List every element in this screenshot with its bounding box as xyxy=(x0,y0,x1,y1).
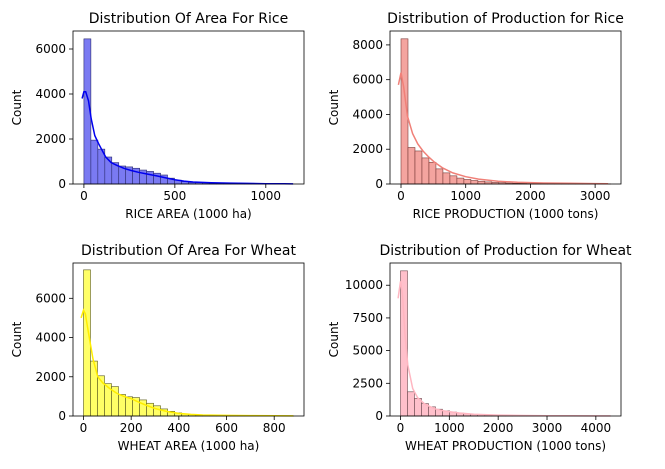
histogram-bar xyxy=(463,179,472,185)
histogram-bar xyxy=(449,175,458,185)
x-tick-label: 0 xyxy=(80,421,88,435)
x-tick-label: 1000 xyxy=(434,421,465,435)
y-tick-label: 7500 xyxy=(352,311,383,325)
histogram-bar xyxy=(470,180,479,185)
chart-title-rice-production: Distribution of Production for Rice xyxy=(387,11,624,27)
histogram-bar xyxy=(421,157,430,185)
histogram-bar xyxy=(125,396,133,417)
chart-title-wheat-production: Distribution of Production for Wheat xyxy=(379,243,632,259)
x-tick-label: 3000 xyxy=(532,421,563,435)
kde-line-wheat-area xyxy=(80,308,294,417)
y-tick-label: 6000 xyxy=(35,42,66,56)
y-tick-label: 5000 xyxy=(352,344,383,358)
y-axis-label-rice-production: Count xyxy=(327,89,341,125)
kde-line-rice-area xyxy=(81,91,294,185)
y-tick-label: 6000 xyxy=(35,291,66,305)
y-ticks-wheat-area: 0 2000 4000 6000 xyxy=(35,291,73,423)
x-tick-label: 0 xyxy=(397,421,405,435)
histogram-bar xyxy=(118,394,126,417)
panel-rice-area: 0 500 1000 0 2000 4000 6000 Distribution Of A… xyxy=(10,11,305,221)
histogram-bar xyxy=(104,156,113,185)
x-tick-label: 2000 xyxy=(483,421,514,435)
panel-rice-production: 0 1000 2000 3000 0 2000 4000 6000 8000 Distribu… xyxy=(327,11,624,221)
y-tick-label: 4000 xyxy=(35,331,66,345)
y-tick-label: 0 xyxy=(58,409,66,423)
y-tick-label: 4000 xyxy=(352,107,383,121)
y-ticks-rice-production: 0 2000 4000 6000 8000 xyxy=(352,38,390,191)
histogram-bar xyxy=(442,172,451,185)
histogram-bar xyxy=(146,171,154,185)
x-tick-label: 400 xyxy=(167,421,190,435)
y-axis-label-wheat-area: Count xyxy=(10,321,24,357)
x-axis-label-rice-production: RICE PRODUCTION (1000 tons) xyxy=(413,207,599,221)
x-tick-label: 500 xyxy=(163,189,186,203)
y-tick-label: 2000 xyxy=(35,132,66,146)
y-tick-label: 2000 xyxy=(352,142,383,156)
x-ticks-rice-area: 0 500 1000 xyxy=(80,184,281,203)
panel-wheat-production: 0 1000 2000 3000 4000 0 2500 5000 7500 10000 Dis… xyxy=(327,243,632,453)
histogram-bar xyxy=(83,269,91,417)
y-tick-label: 0 xyxy=(375,177,383,191)
histogram-bar xyxy=(414,150,423,185)
y-tick-label: 2000 xyxy=(35,370,66,384)
x-tick-label: 3000 xyxy=(580,189,611,203)
y-ticks-rice-area: 0 2000 4000 6000 xyxy=(35,42,73,191)
y-tick-label: 6000 xyxy=(352,73,383,87)
x-ticks-wheat-area: 0 200 400 600 800 xyxy=(80,416,286,435)
histogram-bar xyxy=(428,161,437,185)
x-axis-label-wheat-production: WHEAT PRODUCTION (1000 tons) xyxy=(405,439,606,453)
x-ticks-wheat-production: 0 1000 2000 3000 4000 xyxy=(397,416,611,435)
y-tick-label: 10000 xyxy=(345,278,383,292)
histogram-bar xyxy=(435,168,444,185)
histogram-bar xyxy=(477,180,486,185)
x-tick-label: 0 xyxy=(397,189,405,203)
kde-line-rice-production xyxy=(397,72,609,185)
histogram-bar xyxy=(90,139,99,185)
plot-frame-rice-production xyxy=(389,30,622,185)
x-ticks-rice-production: 0 1000 2000 3000 xyxy=(397,184,610,203)
x-tick-label: 200 xyxy=(120,421,143,435)
y-axis-label-wheat-production: Count xyxy=(327,321,341,357)
histogram-bar xyxy=(153,405,161,417)
plot-frame-wheat-production xyxy=(389,262,622,417)
x-axis-label-wheat-area: WHEAT AREA (1000 ha) xyxy=(118,439,260,453)
chart-title-rice-area: Distribution Of Area For Rice xyxy=(89,11,288,27)
panel-wheat-area: 0 200 400 600 800 0 2000 4000 6000 Distribution… xyxy=(10,243,305,453)
plot-frame-wheat-area xyxy=(72,262,305,417)
x-tick-label: 600 xyxy=(215,421,238,435)
y-tick-label: 8000 xyxy=(352,38,383,52)
histogram-bar xyxy=(456,177,465,185)
histogram-bar xyxy=(407,147,416,185)
y-axis-label-rice-area: Count xyxy=(10,89,24,125)
y-ticks-wheat-production: 0 2500 5000 7500 10000 xyxy=(345,278,390,423)
y-tick-label: 2500 xyxy=(352,376,383,390)
x-tick-label: 1000 xyxy=(450,189,481,203)
x-tick-label: 0 xyxy=(80,189,88,203)
y-tick-label: 0 xyxy=(375,409,383,423)
chart-title-wheat-area: Distribution Of Area For Wheat xyxy=(81,243,296,259)
x-tick-label: 2000 xyxy=(515,189,546,203)
y-tick-label: 4000 xyxy=(35,87,66,101)
y-tick-label: 0 xyxy=(58,177,66,191)
x-tick-label: 1000 xyxy=(251,189,282,203)
histogram-bar xyxy=(407,391,415,417)
x-axis-label-rice-area: RICE AREA (1000 ha) xyxy=(125,207,251,221)
plot-frame-rice-area xyxy=(72,30,305,185)
x-tick-label: 800 xyxy=(263,421,286,435)
x-tick-label: 4000 xyxy=(581,421,612,435)
